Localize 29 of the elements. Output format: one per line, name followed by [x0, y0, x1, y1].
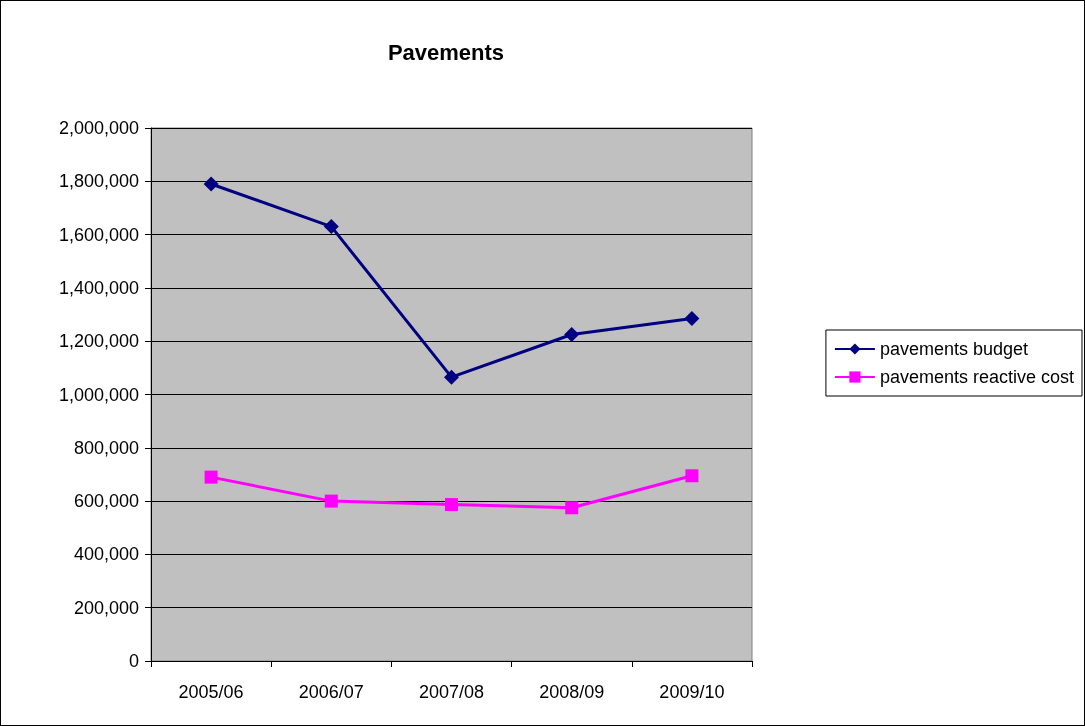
x-tick-label: 2006/07: [298, 682, 364, 702]
point: [564, 327, 580, 343]
x-tick-label: 2005/06: [178, 682, 244, 702]
point: [204, 470, 218, 484]
point: [565, 501, 579, 515]
y-tick-label: 0: [128, 651, 139, 671]
point: [324, 494, 338, 508]
y-tick-label: 2,000,000: [58, 118, 139, 138]
point: [444, 369, 459, 385]
y-tick-label: 1,200,000: [58, 331, 139, 352]
y-tick-label: 600,000: [73, 491, 139, 512]
point: [684, 311, 700, 327]
chart-title: Pavements: [387, 39, 505, 65]
legend-label: pavements budget: [879, 339, 1029, 359]
x-tick-label: 2009/10: [659, 682, 725, 702]
point: [445, 498, 458, 512]
y-tick-label: 400,000: [73, 544, 139, 565]
x-tick-label: 2007/08: [418, 682, 485, 702]
point: [323, 219, 339, 235]
y-tick-label: 1,400,000: [58, 277, 139, 298]
x-tick-label: 2008/09: [539, 682, 605, 702]
point: [685, 469, 699, 483]
legend-label: pavements reactive cost: [879, 367, 1074, 387]
point: [203, 176, 219, 192]
y-tick-label: 200,000: [73, 597, 139, 618]
y-tick-label: 1,600,000: [58, 224, 139, 245]
y-tick-label: 1,000,000: [58, 384, 139, 405]
y-tick-label: 1,800,000: [58, 171, 139, 192]
y-tick-label: 800,000: [73, 437, 139, 458]
